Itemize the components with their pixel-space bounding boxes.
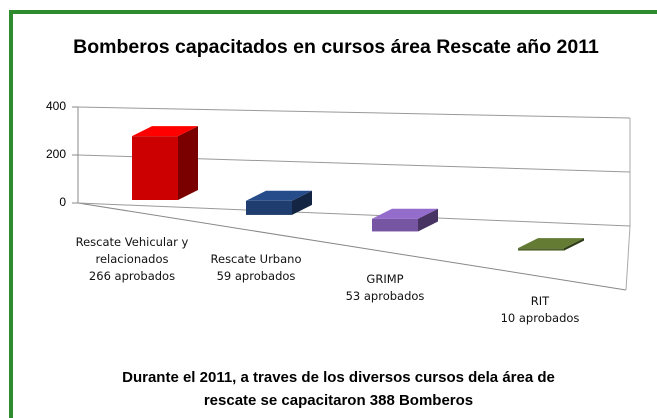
- bar-front: [132, 136, 178, 200]
- bar-top: [372, 208, 438, 219]
- annotation: Durante el 2011, a traves de los diverso…: [122, 369, 555, 409]
- bar-top: [246, 190, 312, 201]
- bar-front: [246, 200, 292, 215]
- chart-title: Bomberos capacitados en cursos área Resc…: [73, 36, 599, 58]
- bar-top: [518, 238, 584, 249]
- category-label: Rescate Vehicular y relacionados 266 apr…: [75, 235, 189, 283]
- bar-top: [132, 126, 198, 137]
- bar-front: [518, 248, 564, 251]
- y-tick-label: 0: [59, 195, 66, 209]
- bar-front: [372, 218, 418, 232]
- bar-side: [564, 238, 584, 251]
- grid-line: [77, 106, 631, 119]
- category-label: Rescate Urbano 59 aprobados: [210, 252, 302, 283]
- category-label: RIT 10 aprobados: [500, 294, 580, 325]
- bar-side: [418, 208, 438, 232]
- bar-side: [292, 190, 312, 215]
- bar-side: [178, 126, 198, 200]
- y-tick-label: 400: [46, 99, 66, 113]
- floor-right: [625, 225, 631, 291]
- grid-line: [77, 202, 631, 227]
- y-tick-label: 200: [46, 147, 66, 161]
- category-label: GRIMP 53 aprobados: [345, 272, 425, 303]
- floor-front: [77, 202, 627, 291]
